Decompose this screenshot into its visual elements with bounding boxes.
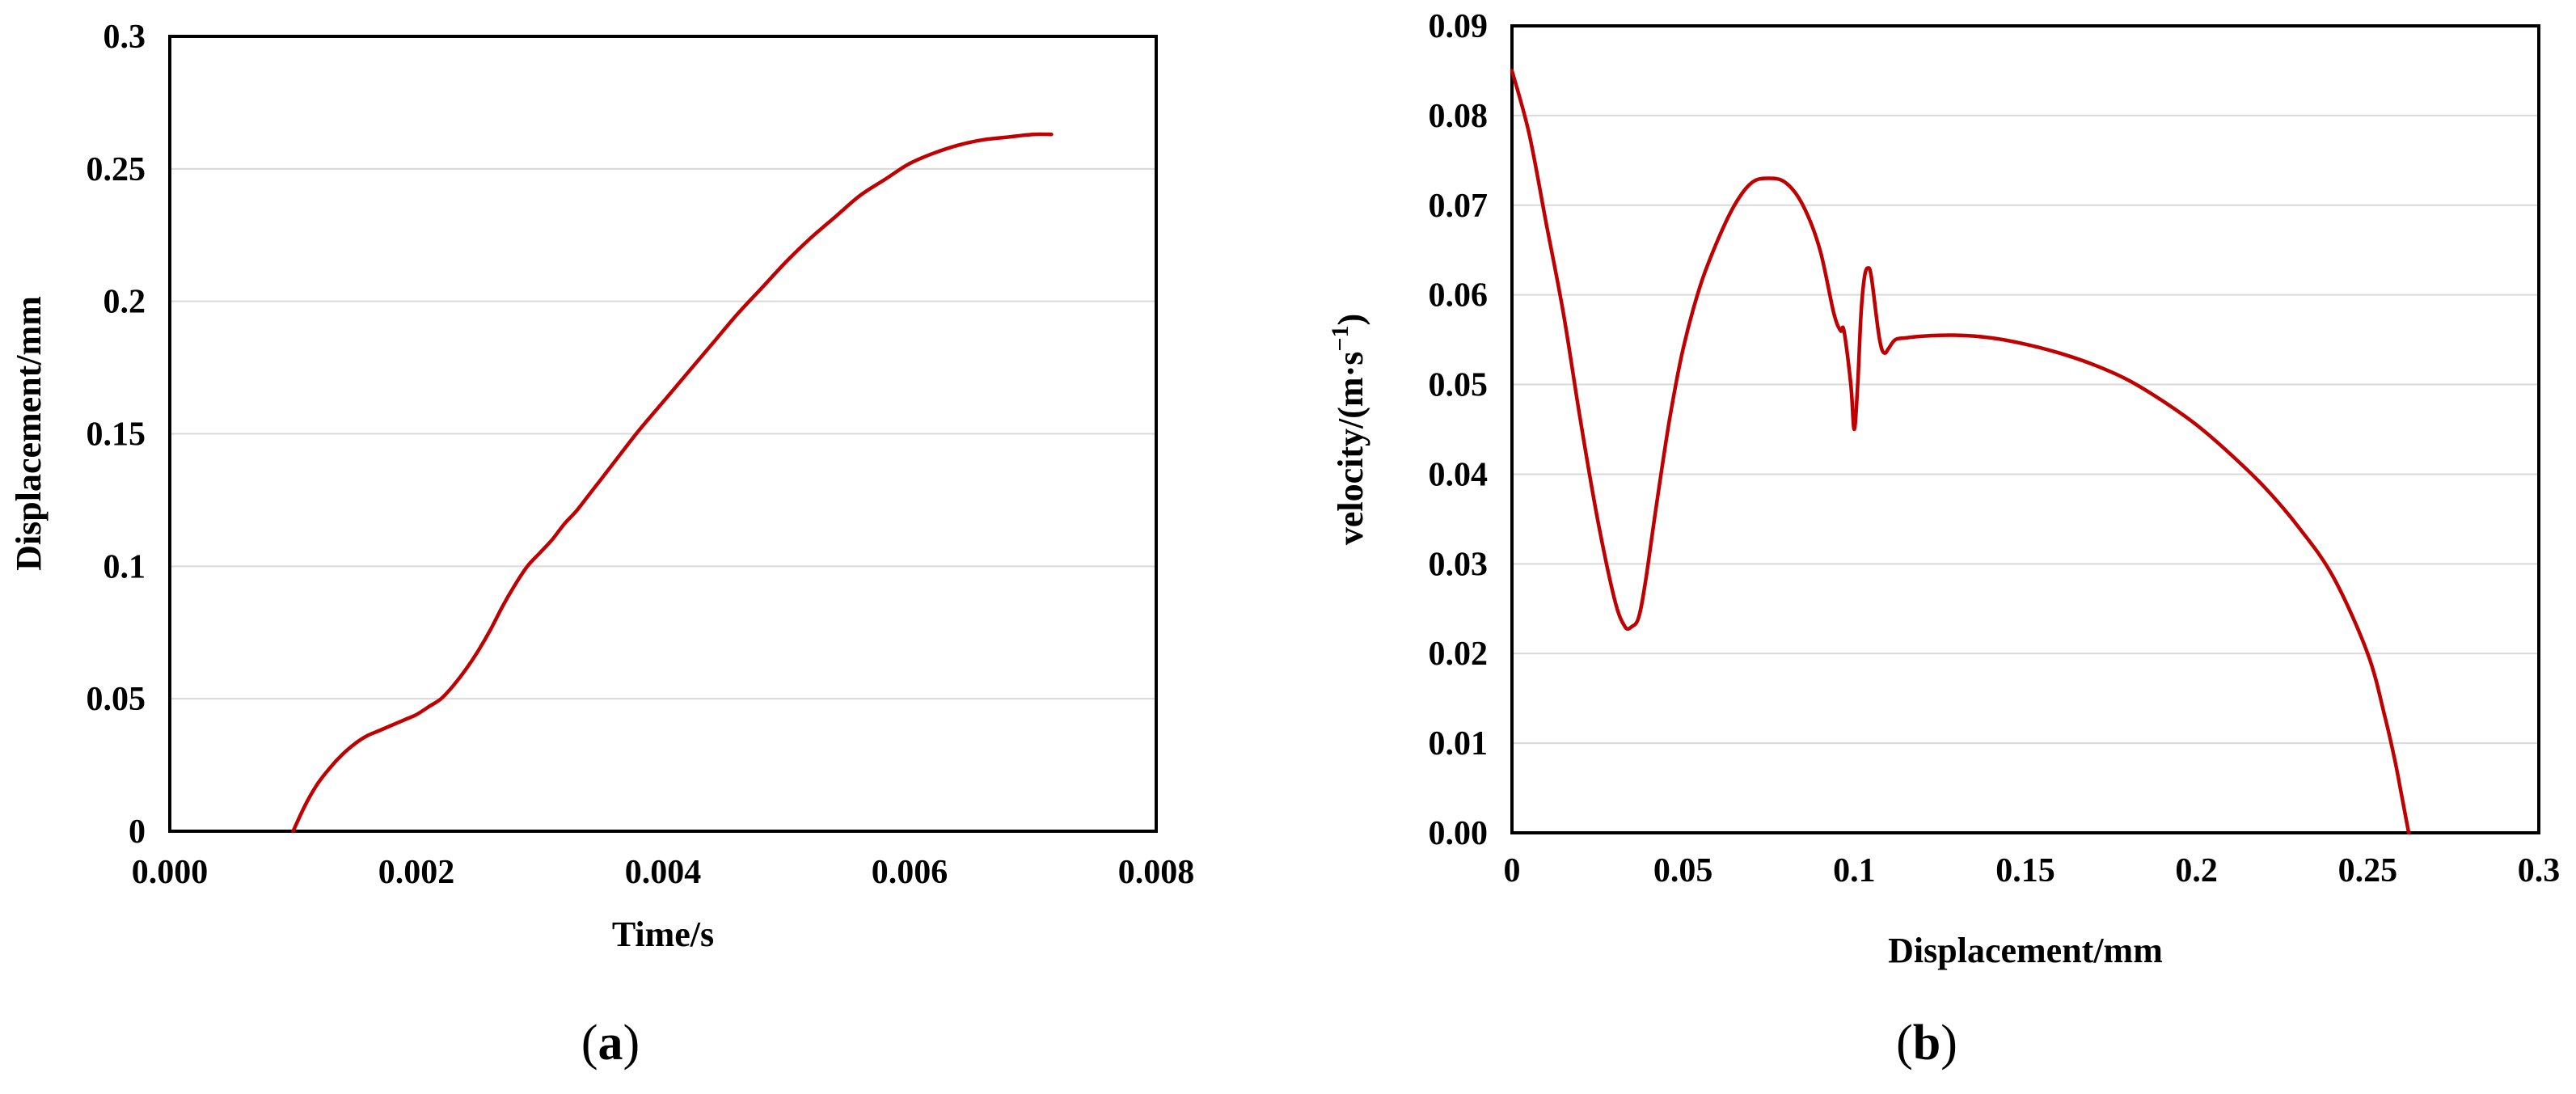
y-tick-label: 0.09 — [1429, 8, 1489, 45]
x-tick-label: 0.25 — [2338, 852, 2398, 889]
x-tick-label: 0.002 — [378, 854, 455, 891]
displacement-time-line — [291, 132, 1054, 834]
y-axis-title: Displacement/mm — [9, 296, 49, 571]
gridlines — [1512, 114, 2539, 745]
y-axis-title-end: ) — [1331, 314, 1370, 326]
y-tick-label: 0.00 — [1429, 815, 1489, 852]
velocity-displacement-line — [1510, 69, 2411, 835]
panel-caption-b: (b) — [1896, 1016, 1957, 1071]
y-axis-title-superscript: −1 — [1327, 326, 1353, 352]
x-tick-label: 0.15 — [1995, 852, 2055, 889]
x-tick-label: 0.3 — [2518, 852, 2561, 889]
panel-b: 0.00 0.01 0.02 0.03 0.04 0.05 0.06 0.07 0.08 0.09… — [1327, 8, 2560, 1071]
x-axis-title: Time/s — [612, 914, 714, 954]
y-tick-label: 0.2 — [103, 284, 146, 321]
panel-caption-letter: b — [1913, 1016, 1940, 1071]
y-tick-label: 0.3 — [103, 19, 146, 56]
y-tick-label: 0.01 — [1429, 725, 1489, 762]
x-tick-label: 0.004 — [625, 854, 702, 891]
y-axis-title-main: velocity/(m·s — [1331, 352, 1370, 546]
panel-caption-letter: a — [598, 1016, 623, 1071]
x-tick-label: 0.2 — [2175, 852, 2218, 889]
y-tick-label: 0 — [129, 813, 146, 851]
panel-a: 0 0.05 0.1 0.15 0.2 0.25 0.3 0.000 0.002 0.004 0.0… — [9, 19, 1194, 1071]
panel-caption-a: (a) — [581, 1016, 640, 1071]
gridlines — [170, 167, 1156, 700]
y-tick-label: 0.06 — [1429, 277, 1489, 315]
plot-area-frame — [168, 35, 1158, 833]
tick-labels: 0 0.05 0.1 0.15 0.2 0.25 0.3 0.000 0.002 0.004 0.0… — [87, 19, 1195, 891]
y-tick-label: 0.05 — [87, 681, 146, 718]
y-tick-label: 0.25 — [87, 151, 146, 188]
x-tick-label: 0.008 — [1118, 854, 1195, 891]
y-tick-label: 0.02 — [1429, 636, 1489, 673]
y-tick-label: 0.07 — [1429, 188, 1489, 225]
tick-labels: 0.00 0.01 0.02 0.03 0.04 0.05 0.06 0.07 0.08 0.09… — [1429, 8, 2561, 889]
y-tick-label: 0.1 — [103, 548, 146, 585]
y-tick-label: 0.04 — [1429, 456, 1489, 493]
x-tick-label: 0.000 — [132, 854, 209, 891]
y-tick-label: 0.08 — [1429, 98, 1489, 135]
y-tick-label: 0.05 — [1429, 367, 1489, 404]
x-tick-label: 0 — [1504, 852, 1521, 889]
y-axis-title: velocity/(m·s−1) — [1327, 314, 1370, 545]
y-tick-label: 0.15 — [87, 416, 146, 454]
x-tick-label: 0.1 — [1833, 852, 1876, 889]
y-tick-label: 0.03 — [1429, 546, 1489, 583]
x-tick-label: 0.05 — [1653, 852, 1713, 889]
x-axis-title: Displacement/mm — [1888, 931, 2163, 970]
x-tick-label: 0.006 — [872, 854, 948, 891]
plot-area-frame — [1510, 24, 2540, 834]
